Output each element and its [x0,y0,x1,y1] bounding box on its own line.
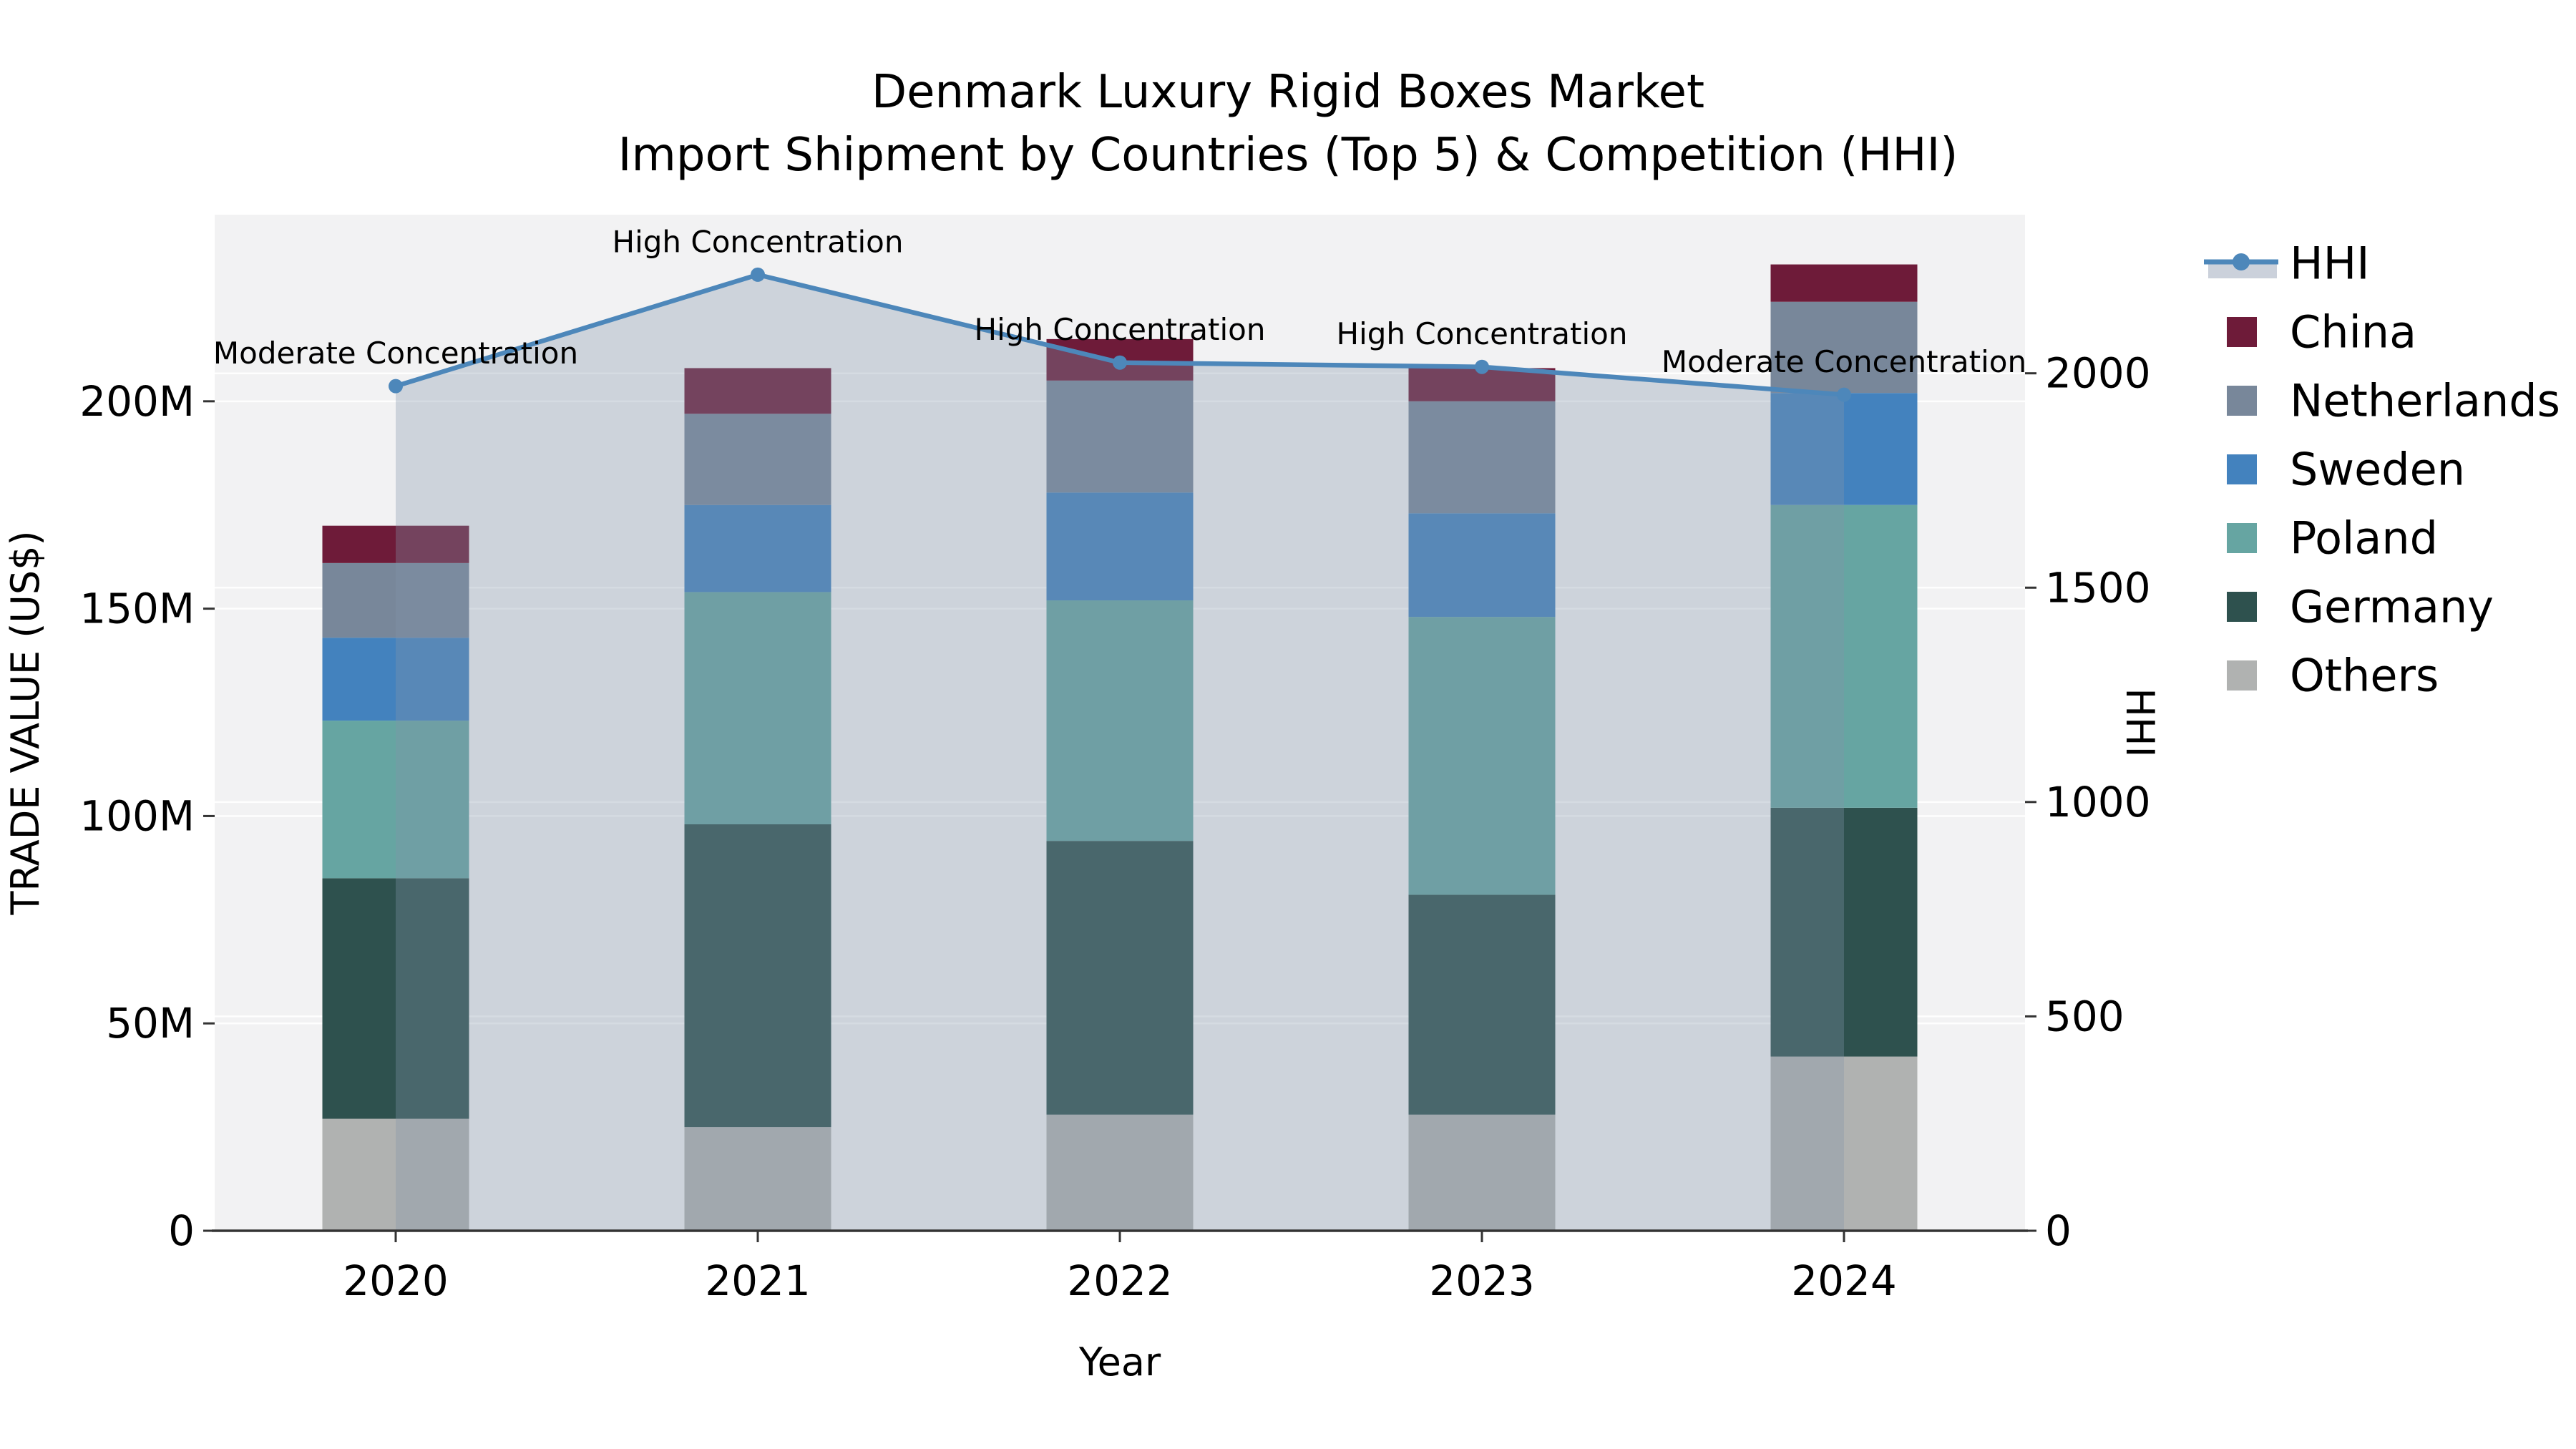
hhi-marker-2024 [1837,387,1851,402]
hhi-marker-2021 [751,267,765,282]
bar-segment-2021-china [684,368,831,414]
bar-segment-2022-others [1046,1114,1194,1231]
hhi-marker-2022 [1113,355,1127,370]
legend-item-others: Others [2227,650,2439,702]
x-axis-label: Year [1078,1340,1161,1385]
legend-label-others: Others [2290,650,2439,702]
x-tick-label-2024: 2024 [1791,1257,1897,1305]
legend-label-china: China [2290,306,2416,358]
bar-segment-2024-germany [1770,807,1918,1057]
bar-segment-2020-sweden [322,638,469,721]
annotation-2024: Moderate Concentration [1662,344,2026,379]
legend-item-hhi: HHI [2204,238,2370,290]
y-right-tick-label-1000: 1000 [2045,778,2151,826]
legend-item-poland: Poland [2227,512,2438,565]
x-tick-label-2021: 2021 [705,1257,811,1305]
bar-segment-2021-netherlands [684,414,831,505]
legend-item-sweden: Sweden [2227,444,2465,496]
bar-segment-2022-germany [1046,841,1194,1115]
bar-segment-2024-others [1770,1056,1918,1231]
bar-segment-2021-germany [684,824,831,1128]
legend-swatch-others [2227,660,2257,691]
bar-segment-2022-netherlands [1046,380,1194,493]
y-left-axis-label: TRADE VALUE (US$) [3,530,48,915]
legend-swatch-germany [2227,592,2257,622]
legend-label-germany: Germany [2290,581,2494,633]
y-right-tick-label-500: 500 [2045,992,2124,1040]
legend-label-hhi: HHI [2290,238,2370,290]
bar-segment-2020-others [322,1118,469,1231]
bar-segment-2021-poland [684,592,831,824]
bar-segment-2020-germany [322,878,469,1119]
bar-segment-2024-sweden [1770,393,1918,505]
x-tick-label-2022: 2022 [1067,1257,1173,1305]
bar-segment-2021-sweden [684,504,831,592]
bar-segment-2022-poland [1046,600,1194,841]
legend-item-china: China [2227,306,2416,358]
bar-segment-2023-poland [1408,617,1556,895]
legend-swatch-poland [2227,523,2257,553]
legend-label-sweden: Sweden [2290,444,2465,496]
y-left-tick-label-100M: 100M [79,791,195,840]
y-right-tick-label-0: 0 [2045,1206,2072,1255]
legend: HHI China Netherlands Sweden Poland Germany Ot… [2204,238,2560,702]
y-right-tick-label-1500: 1500 [2045,563,2151,612]
y-left-tick-label-150M: 150M [79,585,195,633]
legend-label-poland: Poland [2290,512,2438,565]
bar-segment-2023-sweden [1408,513,1556,618]
bar-segment-2020-poland [322,721,469,879]
annotation-2022: High Concentration [975,312,1266,347]
annotation-2020: Moderate Concentration [213,336,578,371]
hhi-area-fill [396,274,1844,1231]
y-left-tick-label-50M: 50M [106,999,195,1048]
legend-hhi-fill-band [2208,264,2277,278]
x-tick-label-2020: 2020 [343,1257,449,1305]
bar-segment-2020-china [322,525,469,563]
y-left-tick-label-0: 0 [168,1206,195,1255]
bar-segment-2022-sweden [1046,492,1194,601]
bar-segment-2023-germany [1408,894,1556,1115]
bar-segment-2023-others [1408,1114,1556,1231]
chart-title-line2: Import Shipment by Countries (Top 5) & C… [618,129,1958,182]
hhi-marker-2023 [1475,359,1489,374]
hhi-marker-2020 [389,379,403,394]
plot-layers: Moderate Concentration High Concentration… [79,215,2151,1305]
y-right-axis-label: HHI [2117,688,2162,757]
chart-title-line1: Denmark Luxury Rigid Boxes Market [872,66,1704,119]
annotation-2021: High Concentration [613,224,904,259]
legend-item-germany: Germany [2227,581,2494,633]
bar-segment-2024-netherlands [1770,301,1918,394]
bar-segment-2023-netherlands [1408,401,1556,514]
legend-swatch-netherlands [2227,386,2257,416]
x-tick-label-2023: 2023 [1429,1257,1535,1305]
bar-segment-2020-netherlands [322,562,469,638]
bar-segment-2024-poland [1770,504,1918,808]
y-right-tick-label-2000: 2000 [2045,349,2151,398]
legend-hhi-marker-sample [2233,253,2250,270]
legend-label-netherlands: Netherlands [2290,375,2560,427]
legend-swatch-sweden [2227,454,2257,484]
legend-item-netherlands: Netherlands [2227,375,2560,427]
legend-swatch-china [2227,317,2257,347]
bar-segment-2024-china [1770,264,1918,302]
y-left-tick-label-200M: 200M [79,377,195,426]
annotation-2023: High Concentration [1337,316,1628,351]
bar-segment-2021-others [684,1127,831,1231]
